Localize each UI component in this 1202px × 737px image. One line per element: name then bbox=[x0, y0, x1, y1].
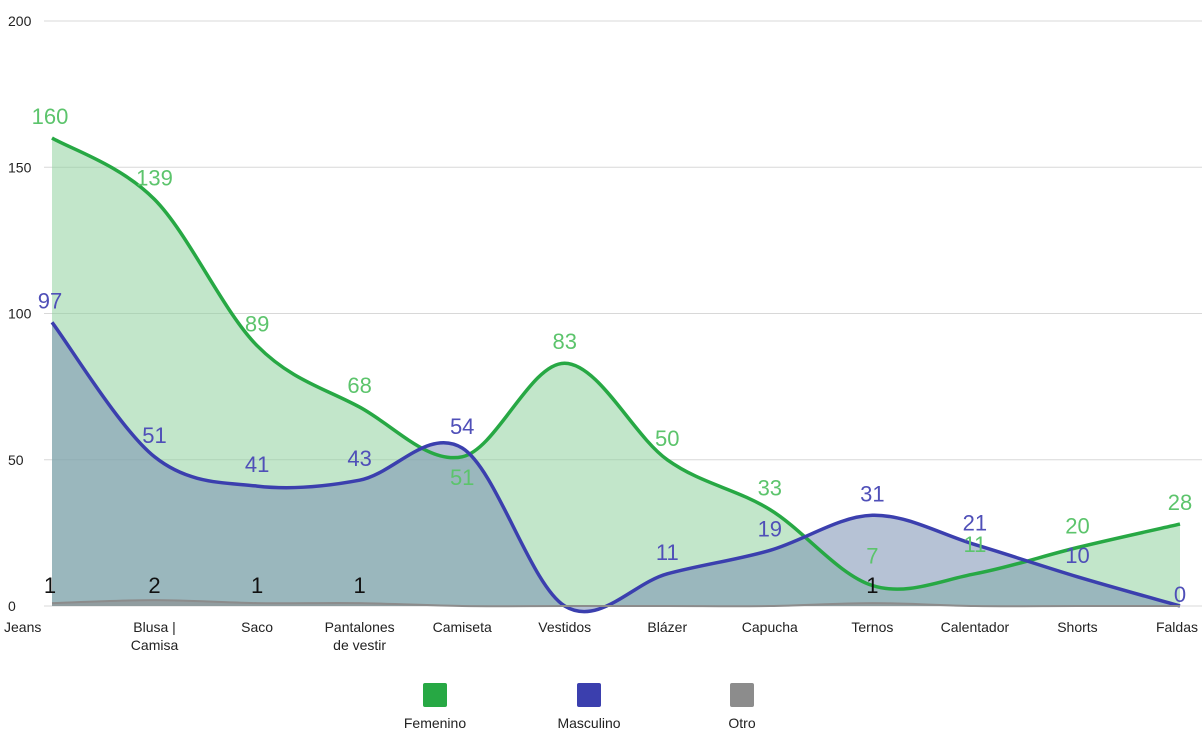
legend-swatch-masculino bbox=[577, 683, 601, 707]
data-label-masculino: 54 bbox=[450, 414, 474, 439]
x-tick-label: Vestidos bbox=[538, 619, 591, 635]
y-tick-label: 200 bbox=[8, 13, 32, 29]
data-label-masculino: 43 bbox=[347, 446, 371, 471]
legend-label-femenino: Femenino bbox=[403, 715, 467, 731]
x-tick-label: Jeans bbox=[4, 619, 41, 635]
legend: Femenino Masculino Otro bbox=[0, 683, 1202, 737]
y-tick-label: 0 bbox=[8, 598, 16, 614]
area-masculino bbox=[52, 322, 1180, 612]
data-label-masculino: 11 bbox=[656, 540, 679, 565]
data-label-femenino: 160 bbox=[32, 104, 69, 129]
y-tick-label: 50 bbox=[8, 452, 24, 468]
data-label-otro: 1 bbox=[354, 573, 366, 598]
data-label-femenino: 7 bbox=[866, 544, 878, 569]
data-label-otro: 1 bbox=[866, 573, 878, 598]
x-tick-label: Capucha bbox=[742, 619, 798, 635]
legend-label-otro: Otro bbox=[728, 715, 756, 731]
legend-item-otro[interactable]: Otro bbox=[682, 683, 802, 731]
legend-swatch-femenino bbox=[423, 683, 447, 707]
y-tick-label: 100 bbox=[8, 306, 32, 322]
area-otro bbox=[52, 600, 1180, 607]
line-otro bbox=[51, 599, 1180, 608]
data-label-femenino: 33 bbox=[758, 475, 782, 500]
data-label-otro: 1 bbox=[251, 573, 263, 598]
data-label-femenino: 68 bbox=[347, 373, 371, 398]
data-label-femenino: 51 bbox=[450, 465, 474, 490]
data-label-femenino: 20 bbox=[1065, 514, 1089, 539]
x-tick-label: Faldas bbox=[1156, 619, 1198, 635]
data-label-masculino: 97 bbox=[38, 288, 62, 313]
x-tick-label: Pantalones bbox=[325, 619, 395, 635]
data-label-femenino: 83 bbox=[552, 329, 576, 354]
data-label-femenino: 11 bbox=[963, 532, 986, 557]
line-masculino bbox=[50, 321, 1181, 614]
series-areas bbox=[52, 138, 1180, 612]
x-tick-label: Camiseta bbox=[433, 619, 492, 635]
data-label-femenino: 28 bbox=[1168, 490, 1192, 515]
data-label-otro: 1 bbox=[44, 573, 56, 598]
legend-label-masculino: Masculino bbox=[557, 715, 621, 731]
data-label-masculino: 51 bbox=[142, 423, 166, 448]
data-label-masculino: 31 bbox=[860, 481, 884, 506]
x-tick-label: Blusa | bbox=[133, 619, 176, 635]
legend-swatch-otro bbox=[730, 683, 754, 707]
x-tick-labels: Jeans Blusa | Camisa Saco Pantalones de vesti… bbox=[4, 619, 1198, 653]
x-tick-label: Calentador bbox=[941, 619, 1010, 635]
x-tick-label: Saco bbox=[241, 619, 273, 635]
series-lines bbox=[50, 136, 1181, 614]
data-label-otro: 2 bbox=[148, 573, 160, 598]
legend-item-masculino[interactable]: Masculino bbox=[529, 683, 649, 731]
legend-item-femenino[interactable]: Femenino bbox=[375, 683, 495, 731]
data-label-femenino: 50 bbox=[655, 426, 679, 451]
line-femenino bbox=[51, 136, 1181, 591]
data-label-masculino: 41 bbox=[245, 452, 269, 477]
x-tick-label: Shorts bbox=[1057, 619, 1097, 635]
y-tick-labels: 0 50 100 150 200 bbox=[8, 13, 32, 614]
data-label-masculino: 19 bbox=[758, 516, 782, 541]
x-tick-label: de vestir bbox=[333, 637, 386, 653]
data-label-masculino: 0 bbox=[1174, 582, 1186, 607]
data-label-masculino: 10 bbox=[1065, 543, 1089, 568]
x-tick-label: Blázer bbox=[647, 619, 687, 635]
x-tick-label: Camisa bbox=[131, 637, 179, 653]
y-tick-label: 150 bbox=[8, 159, 32, 175]
x-tick-label: Ternos bbox=[851, 619, 893, 635]
data-label-femenino: 139 bbox=[136, 165, 173, 190]
data-label-femenino: 89 bbox=[245, 312, 269, 337]
data-label-masculino: 21 bbox=[963, 511, 987, 536]
